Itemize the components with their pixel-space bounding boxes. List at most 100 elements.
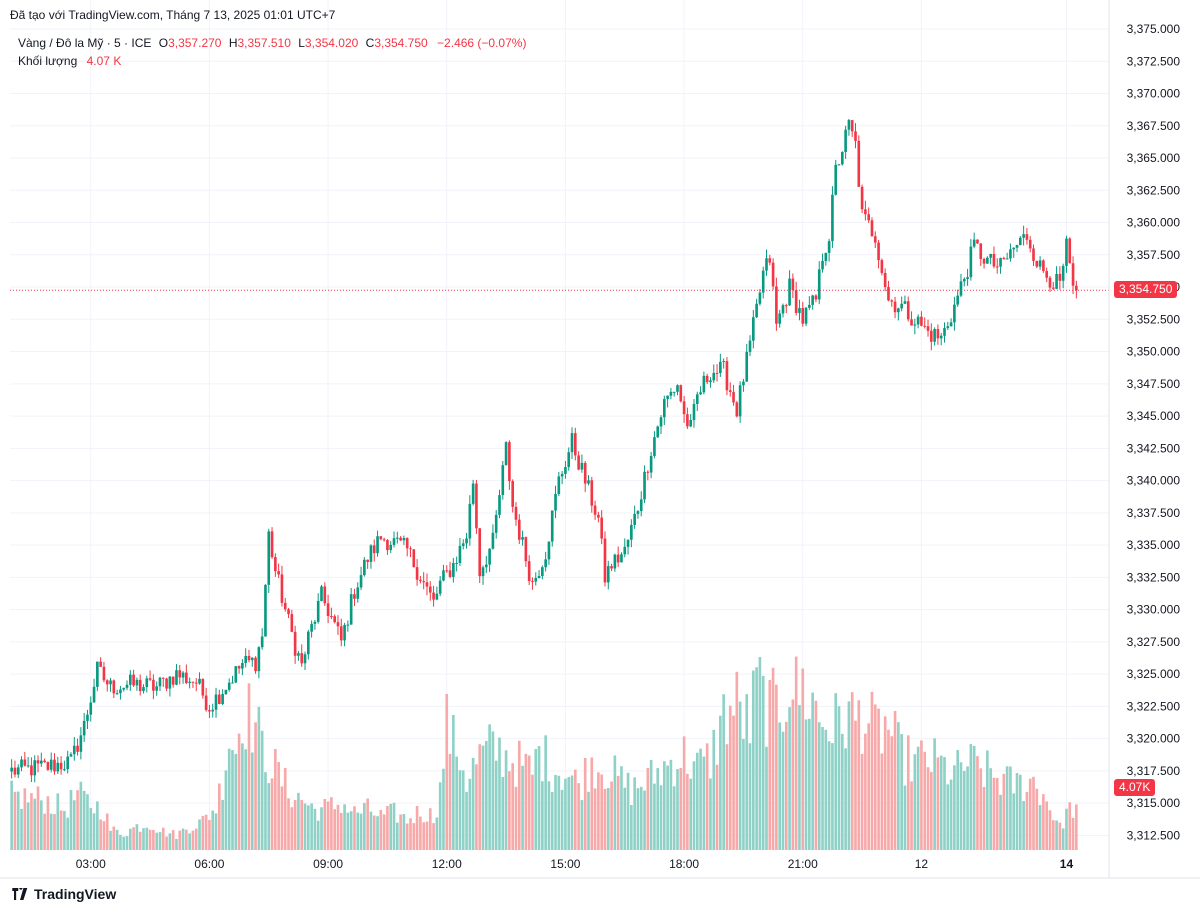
candle-body bbox=[1025, 234, 1029, 240]
volume-bar bbox=[435, 817, 439, 850]
volume-bar bbox=[679, 767, 683, 850]
candle-body bbox=[962, 278, 966, 282]
candle-body bbox=[23, 759, 27, 766]
volume-bar bbox=[270, 778, 274, 850]
candle-body bbox=[1042, 260, 1045, 272]
y-tick-label: 3,360.000 bbox=[1127, 216, 1181, 230]
candle-body bbox=[247, 655, 251, 661]
candle-body bbox=[910, 319, 913, 326]
candle-body bbox=[626, 539, 630, 547]
candle-body bbox=[501, 465, 505, 496]
volume-bar bbox=[303, 803, 307, 850]
brand-footer[interactable]: TradingView bbox=[10, 886, 116, 902]
candle-body bbox=[297, 653, 300, 656]
volume-bar bbox=[748, 743, 752, 850]
volume-bar bbox=[949, 779, 953, 850]
candle-body bbox=[343, 624, 346, 641]
low-label: L bbox=[298, 36, 305, 50]
candle-body bbox=[224, 689, 228, 695]
candle-body bbox=[79, 735, 83, 752]
candle-body bbox=[976, 239, 979, 244]
volume-bar bbox=[580, 800, 584, 850]
volume-bar bbox=[1061, 828, 1065, 850]
volume-bar bbox=[1068, 802, 1072, 850]
candle-body bbox=[399, 537, 402, 541]
y-tick-label: 3,320.000 bbox=[1127, 732, 1181, 746]
volume-bar bbox=[639, 786, 643, 850]
y-tick-label: 3,375.000 bbox=[1127, 22, 1181, 36]
volume-bar bbox=[946, 784, 950, 850]
volume-bar bbox=[1045, 801, 1049, 850]
volume-bar bbox=[923, 751, 927, 850]
symbol-name[interactable]: Vàng / Đô la Mỹ · 5 · ICE bbox=[18, 36, 152, 50]
volume-bar bbox=[910, 781, 913, 850]
y-tick-label: 3,357.500 bbox=[1127, 248, 1181, 262]
volume-legend[interactable]: Khối lượng 4.07 K bbox=[18, 54, 121, 68]
x-tick-label: 06:00 bbox=[194, 857, 224, 871]
candle-body bbox=[633, 513, 636, 525]
candle-body bbox=[1035, 260, 1039, 267]
volume-bar bbox=[250, 752, 254, 850]
candle-body bbox=[758, 292, 762, 304]
volume-bar bbox=[715, 764, 719, 850]
volume-bar bbox=[719, 715, 722, 850]
candle-body bbox=[92, 686, 96, 703]
volume-bar bbox=[636, 788, 640, 850]
candle-body bbox=[906, 301, 910, 320]
candle-body bbox=[1022, 234, 1025, 238]
candle-body bbox=[840, 151, 844, 165]
volume-bar bbox=[1048, 810, 1052, 850]
volume-value: 4.07 K bbox=[86, 54, 122, 68]
candle-body bbox=[847, 120, 851, 130]
volume-bar bbox=[857, 700, 861, 850]
y-tick-label: 3,365.000 bbox=[1127, 151, 1181, 165]
candle-body bbox=[508, 442, 511, 482]
candle-body bbox=[46, 762, 50, 770]
volume-bar bbox=[597, 772, 600, 850]
volume-bar bbox=[587, 791, 590, 850]
volume-bar bbox=[333, 809, 337, 850]
candle-body bbox=[653, 437, 656, 456]
published-note: Đã tạo với TradingView.com, Tháng 7 13, … bbox=[10, 8, 335, 22]
candle-body bbox=[494, 514, 498, 533]
open-value: 3,357.270 bbox=[168, 36, 222, 50]
candle-body bbox=[939, 335, 943, 339]
candle-body bbox=[194, 682, 198, 684]
volume-bar bbox=[732, 715, 735, 850]
volume-bar bbox=[550, 792, 554, 850]
ohlc-legend[interactable]: Vàng / Đô la Mỹ · 5 · ICE O3,357.270 H3,… bbox=[18, 36, 526, 50]
candle-body bbox=[857, 140, 861, 187]
candle-body bbox=[115, 693, 119, 695]
volume-bar bbox=[903, 785, 907, 850]
candle-body bbox=[534, 578, 538, 582]
candle-body bbox=[188, 681, 191, 684]
volume-bar bbox=[600, 774, 604, 850]
candle-body bbox=[860, 186, 864, 210]
volume-bar bbox=[171, 830, 175, 850]
volume-bar bbox=[224, 770, 228, 850]
volume-bar bbox=[999, 794, 1002, 850]
price-axis[interactable]: 3,312.500 3,315.000 3,317.500 3,320.000 3,32… bbox=[1127, 22, 1181, 842]
volume-bar bbox=[705, 743, 709, 850]
volume-bar bbox=[873, 704, 877, 850]
volume-bar bbox=[86, 794, 89, 850]
candle-body bbox=[142, 687, 145, 692]
volume-bar bbox=[593, 788, 597, 850]
volume-bar bbox=[672, 786, 676, 850]
volume-bar bbox=[158, 832, 162, 850]
candle-body bbox=[372, 545, 376, 554]
candle-body bbox=[168, 676, 172, 689]
candle-body bbox=[613, 554, 617, 569]
y-tick-label: 3,352.500 bbox=[1127, 312, 1181, 326]
volume-bar bbox=[66, 817, 70, 850]
candle-body bbox=[435, 593, 439, 600]
candle-body bbox=[132, 674, 135, 686]
time-axis[interactable]: 03:00 06:00 09:00 12:00 15:00 18:00 21:00 12 14 bbox=[76, 857, 1074, 871]
candle-body bbox=[560, 473, 564, 477]
candle-body bbox=[171, 676, 175, 685]
volume-bar bbox=[16, 791, 20, 850]
x-tick-label: 09:00 bbox=[313, 857, 343, 871]
volume-label[interactable]: Khối lượng bbox=[18, 54, 78, 68]
volume-bar bbox=[527, 755, 531, 850]
